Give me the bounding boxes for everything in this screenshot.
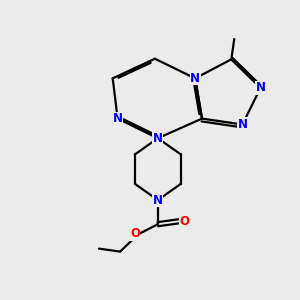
Text: N: N bbox=[153, 194, 163, 207]
Text: O: O bbox=[179, 215, 189, 228]
Text: N: N bbox=[256, 81, 266, 94]
Text: N: N bbox=[153, 132, 163, 145]
Text: N: N bbox=[237, 118, 248, 131]
Text: N: N bbox=[112, 112, 123, 125]
Text: O: O bbox=[130, 227, 140, 240]
Text: N: N bbox=[190, 72, 200, 85]
